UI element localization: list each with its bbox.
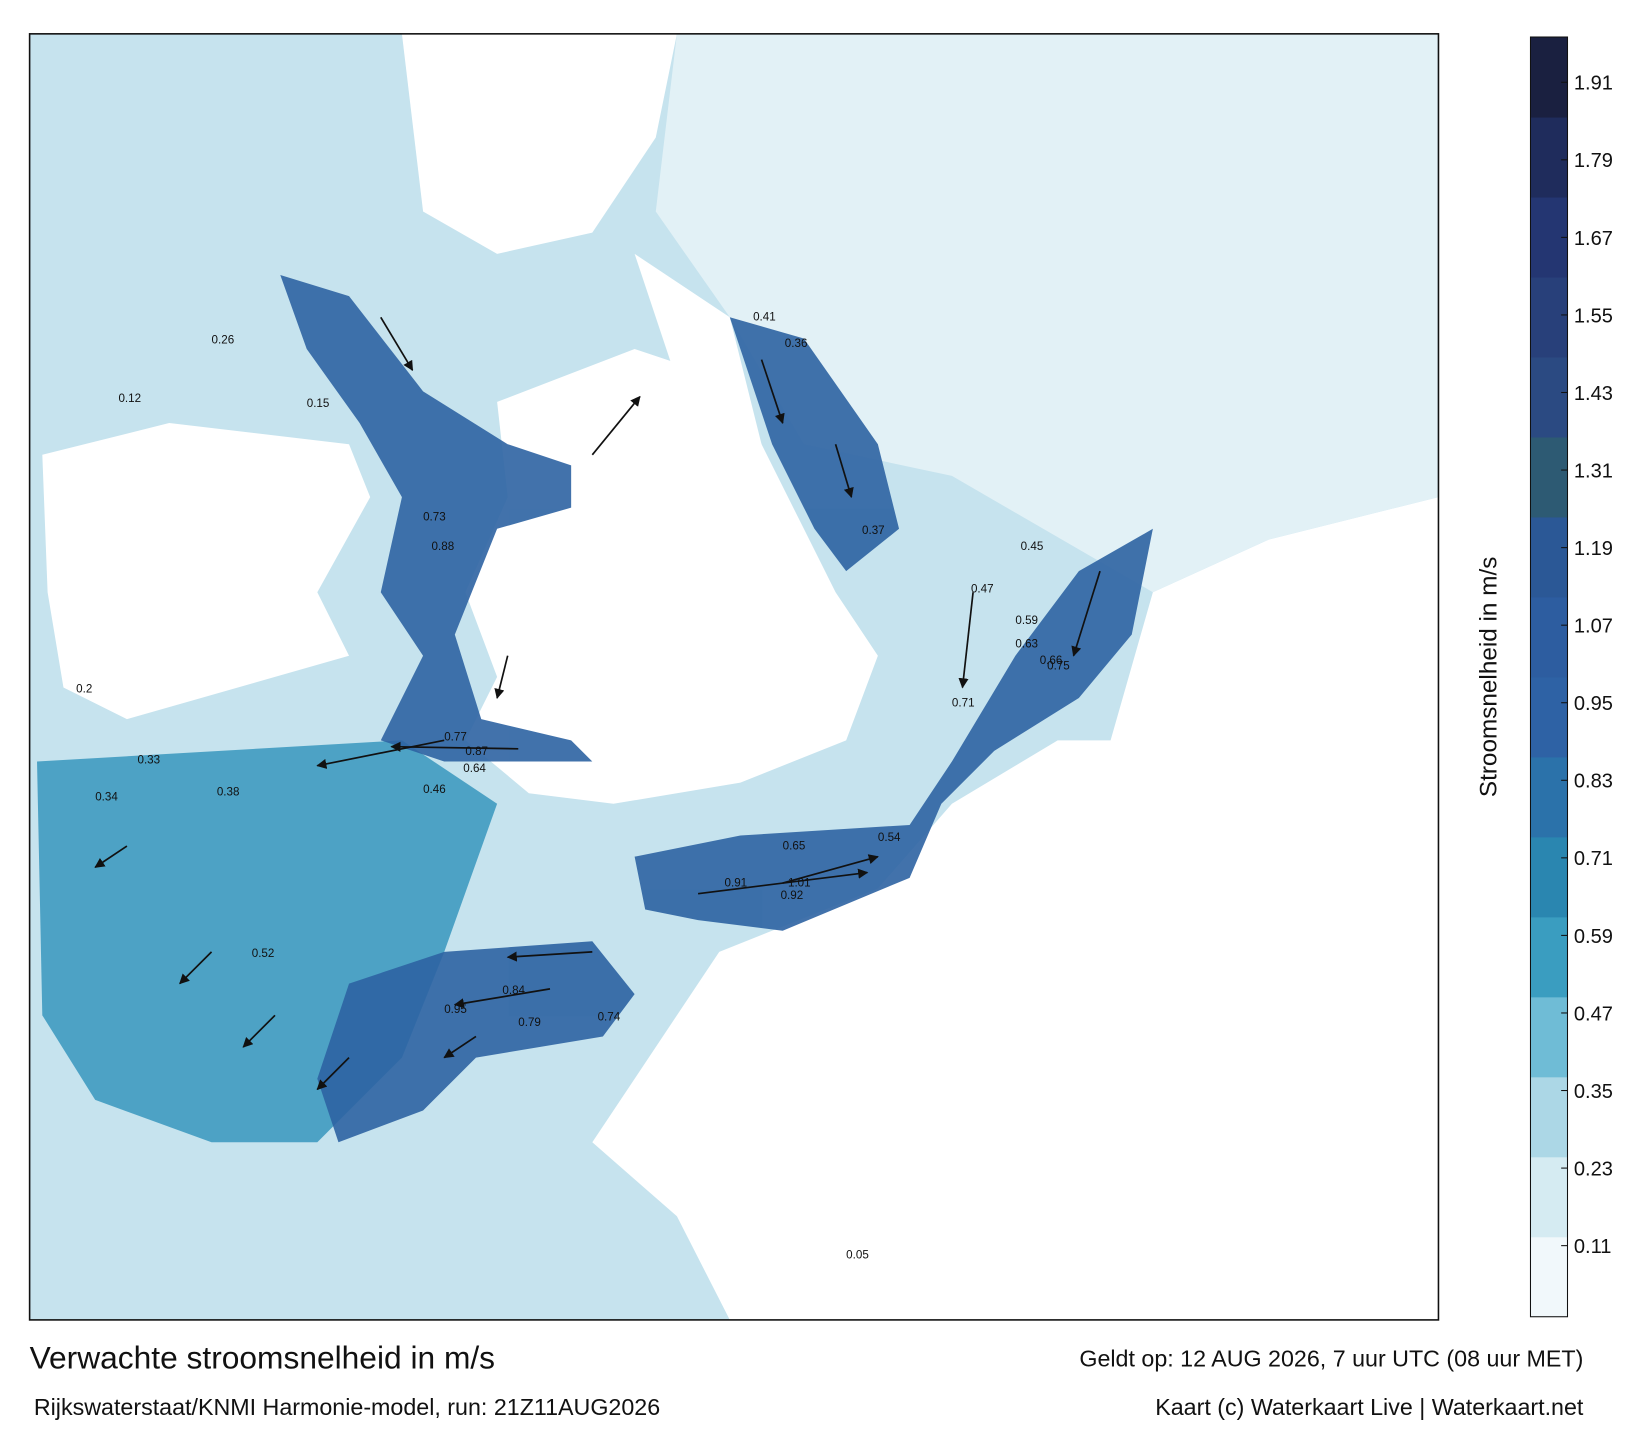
value-label: 0.45 — [1021, 540, 1044, 553]
colorbar-tick-label: 1.91 — [1574, 73, 1613, 95]
credit: Kaart (c) Waterkaart Live | Waterkaart.n… — [1155, 1394, 1584, 1420]
colorbar-tick-label: 0.71 — [1574, 848, 1613, 870]
colorbar-tick-label: 1.79 — [1574, 150, 1613, 172]
value-label: 0.64 — [463, 762, 486, 775]
value-label: 0.38 — [217, 785, 240, 798]
colorbar-band — [1530, 836, 1568, 918]
value-labels: 0.77 0.87 0.64 0.33 0.34 0.38 0.46 0.52 0.84 0.95… — [76, 310, 1070, 1261]
value-label: 0.92 — [781, 889, 804, 902]
colorbar-tick-label: 1.19 — [1574, 538, 1613, 560]
colorbar-band — [1530, 516, 1568, 598]
colorbar-tick-label: 1.55 — [1574, 305, 1613, 327]
value-label: 0.54 — [878, 831, 901, 844]
value-label: 0.41 — [753, 310, 776, 323]
value-label: 0.46 — [423, 783, 446, 796]
map-area: 0.77 0.87 0.64 0.33 0.34 0.38 0.46 0.52 0.84 0.95… — [29, 33, 1439, 1320]
value-label: 0.47 — [971, 582, 994, 595]
colorbar-frame — [1529, 36, 1569, 1318]
valid-time: Geldt op: 12 AUG 2026, 7 uur UTC (08 uur… — [1079, 1345, 1583, 1371]
colorbar: 0.11 0.23 0.35 0.47 0.59 0.71 0.83 0.95 1.07 1.19… — [1529, 36, 1613, 1318]
colorbar-tick-label: 1.43 — [1574, 383, 1613, 405]
value-label: 0.12 — [118, 392, 141, 405]
title: Verwachte stroomsnelheid in m/s — [30, 1340, 495, 1376]
value-label: 0.37 — [862, 524, 885, 537]
value-label: 0.26 — [212, 334, 235, 347]
colorbar-band — [1530, 1236, 1568, 1318]
value-label: 0.75 — [1047, 659, 1070, 672]
value-label: 0.66 — [1040, 654, 1063, 667]
colorbar-band — [1530, 1156, 1568, 1238]
colorbar-tick-label: 0.11 — [1574, 1236, 1612, 1258]
value-label: 0.95 — [444, 1003, 467, 1016]
value-label: 0.52 — [252, 947, 275, 960]
current-arrows — [94, 316, 1101, 1091]
value-label: 0.77 — [444, 730, 467, 743]
value-label: 0.65 — [783, 839, 806, 852]
colorbar-band — [1530, 436, 1568, 518]
source: Rijkswaterstaat/KNMI Harmonie-model, run… — [34, 1394, 660, 1420]
colorbar-band — [1530, 356, 1568, 438]
value-label: 0.74 — [598, 1011, 621, 1024]
colorbar-label: Stroomsnelheid in m/s — [1476, 557, 1503, 798]
colorbar-tick-label: 0.59 — [1574, 926, 1613, 948]
value-label: 0.36 — [785, 337, 808, 350]
colorbar-tick-label: 1.67 — [1574, 228, 1613, 250]
grid-dots — [29, 33, 1439, 1320]
colorbar-band — [1530, 37, 1568, 118]
colorbar-band — [1530, 1076, 1568, 1158]
value-label: 0.87 — [465, 745, 488, 758]
value-label: 0.34 — [95, 791, 118, 804]
value-label: 0.59 — [1015, 614, 1038, 627]
colorbar-tick-label: 0.23 — [1574, 1158, 1613, 1180]
value-label: 0.33 — [138, 754, 161, 767]
value-label: 0.79 — [518, 1016, 541, 1029]
value-label: 0.84 — [502, 984, 525, 997]
value-label: 0.73 — [423, 510, 446, 523]
colorbar-band — [1530, 676, 1568, 758]
colorbar-band — [1530, 756, 1568, 838]
value-label: 0.15 — [307, 397, 330, 410]
value-label: 0.71 — [952, 696, 975, 709]
value-label: 0.2 — [76, 683, 92, 696]
colorbar-band — [1530, 116, 1568, 198]
colorbar-tick-label: 0.35 — [1574, 1081, 1613, 1103]
value-label: 0.88 — [432, 540, 455, 553]
colorbar-tick-label: 1.31 — [1574, 460, 1613, 482]
value-label: 0.63 — [1015, 637, 1038, 650]
colorbar-tick-label: 1.07 — [1574, 616, 1613, 638]
colorbar-tick-label: 0.47 — [1574, 1003, 1613, 1025]
value-label: 0.05 — [846, 1249, 869, 1262]
colorbar-band — [1530, 916, 1568, 998]
colorbar-band — [1530, 596, 1568, 678]
colorbar-band — [1530, 996, 1568, 1078]
colorbar-tick-label: 0.83 — [1574, 771, 1613, 793]
colorbar-tick-label: 0.95 — [1574, 693, 1613, 715]
value-label: 0.91 — [725, 876, 748, 889]
colorbar-band — [1530, 276, 1568, 358]
map-frame — [28, 33, 1440, 1321]
value-label: 1.01 — [788, 876, 811, 889]
